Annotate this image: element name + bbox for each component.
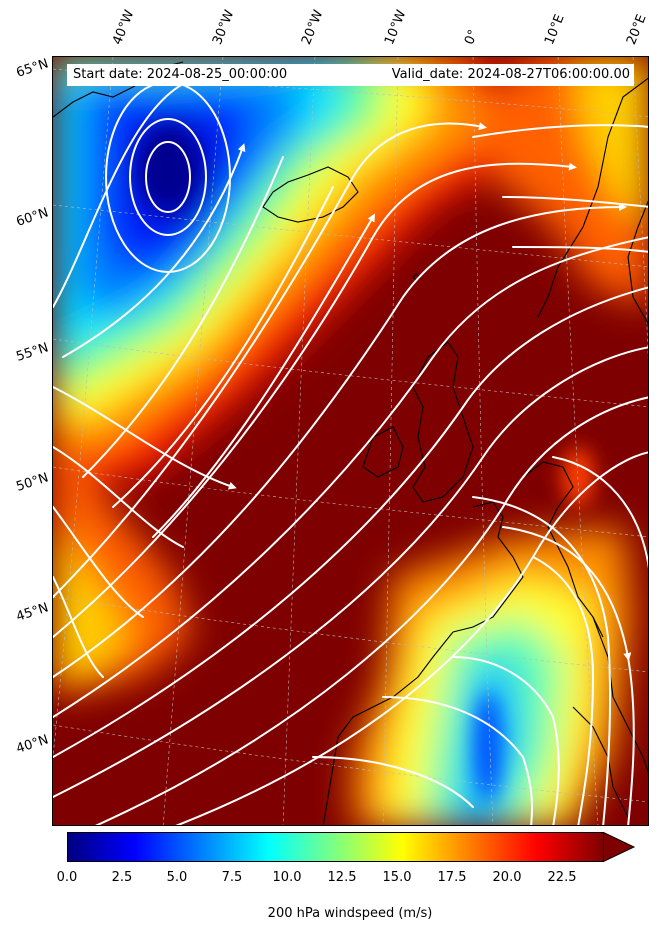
colorbar-tick: 22.5: [547, 870, 577, 885]
start-date-label: Start date: 2024-08-25_00:00:00: [73, 67, 288, 82]
lat-label-45n: 45°N: [14, 600, 51, 625]
lat-label-55n: 55°N: [14, 340, 51, 365]
colorbar-tick: 12.5: [327, 870, 357, 885]
colorbar-tick: 2.5: [111, 870, 133, 885]
colorbar-gradient: [67, 832, 604, 862]
valid-date-label: Valid_date: 2024-08-27T06:00:00.00: [391, 67, 630, 82]
lon-label-20e: 20°E: [624, 12, 650, 47]
colorbar-tick: 20.0: [492, 870, 522, 885]
lon-label-10w: 10°W: [382, 8, 410, 47]
colorbar-tick: 5.0: [166, 870, 188, 885]
lon-label-0: 0°: [462, 27, 482, 47]
lon-label-20w: 20°W: [299, 8, 327, 47]
lat-label-50n: 50°N: [14, 470, 51, 495]
windspeed-map: [53, 57, 648, 825]
date-info-box: Start date: 2024-08-25_00:00:00 Valid_da…: [67, 64, 634, 86]
colorbar-tick: 7.5: [221, 870, 243, 885]
lat-label-60n: 60°N: [14, 205, 51, 230]
colorbar-tick: 0.0: [56, 870, 78, 885]
colorbar-tick: 17.5: [437, 870, 467, 885]
map-panel: [52, 56, 649, 826]
colorbar-tick: 15.0: [382, 870, 412, 885]
lon-label-40w: 40°W: [110, 8, 138, 47]
lat-label-40n: 40°N: [14, 732, 51, 757]
lon-label-30w: 30°W: [210, 8, 238, 47]
lat-label-65n: 65°N: [14, 56, 51, 81]
lon-label-10e: 10°E: [542, 12, 568, 47]
colorbar: [67, 832, 636, 863]
streamlines: [53, 73, 648, 825]
colorbar-label: 200 hPa windspeed (m/s): [267, 906, 433, 921]
colorbar-tick: 10.0: [272, 870, 302, 885]
colorbar-extend-arrow: [603, 832, 636, 863]
